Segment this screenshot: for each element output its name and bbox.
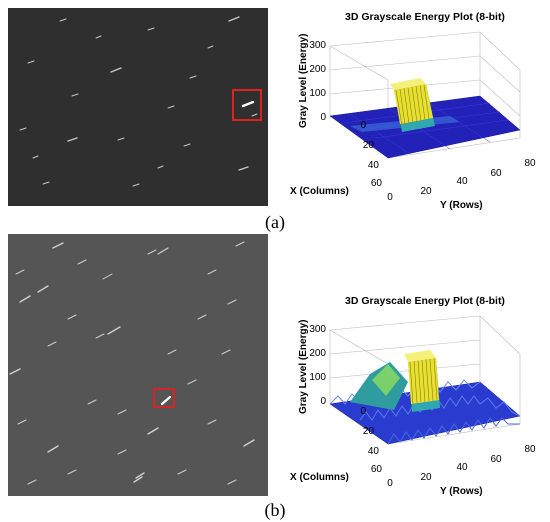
figure-panel-b: 3D Grayscale Energy Plot (8-bit)	[0, 228, 550, 522]
svg-text:100: 100	[309, 372, 326, 383]
energy-plot-b: 3D Grayscale Energy Plot (8-bit)	[290, 292, 545, 497]
plot-title: 3D Grayscale Energy Plot (8-bit)	[345, 295, 505, 307]
highlight-box-a	[232, 89, 262, 121]
svg-text:300: 300	[309, 40, 326, 51]
svg-text:40: 40	[456, 176, 468, 187]
svg-text:60: 60	[490, 168, 502, 179]
energy-plot-a: 3D Grayscale Energy Plot (8-bit)	[290, 8, 545, 211]
svg-text:20: 20	[420, 186, 432, 197]
svg-text:20: 20	[363, 140, 375, 151]
svg-text:0: 0	[387, 478, 393, 489]
caption-b: (b)	[264, 500, 286, 520]
svg-text:60: 60	[371, 464, 383, 475]
svg-text:20: 20	[420, 472, 432, 483]
x-axis-label: X (Columns)	[290, 472, 349, 483]
star-image-b	[8, 234, 268, 496]
svg-text:60: 60	[371, 178, 383, 189]
y-axis-label: Y (Rows)	[440, 200, 483, 211]
svg-text:300: 300	[309, 324, 326, 335]
svg-text:0: 0	[387, 192, 393, 203]
x-axis-label: X (Columns)	[290, 186, 349, 197]
z-axis-label: Gray Level (Energy)	[298, 34, 309, 128]
svg-text:0: 0	[360, 406, 366, 417]
svg-text:20: 20	[363, 426, 375, 437]
y-axis-label: Y (Rows)	[440, 486, 483, 497]
svg-text:40: 40	[368, 160, 380, 171]
highlight-box-b	[153, 388, 175, 408]
svg-text:0: 0	[320, 112, 326, 123]
svg-text:100: 100	[309, 88, 326, 99]
svg-text:80: 80	[524, 444, 536, 455]
figure-panel-a: 3D Grayscale Energy Plot (8-bit)	[0, 0, 550, 240]
svg-text:0: 0	[320, 396, 326, 407]
z-axis-label: Gray Level (Energy)	[298, 320, 309, 414]
svg-text:40: 40	[368, 446, 380, 457]
svg-text:80: 80	[524, 158, 536, 169]
svg-text:0: 0	[360, 120, 366, 131]
svg-text:200: 200	[309, 348, 326, 359]
svg-text:60: 60	[490, 454, 502, 465]
star-image-a	[8, 8, 268, 206]
svg-text:40: 40	[456, 462, 468, 473]
svg-text:200: 200	[309, 64, 326, 75]
caption-a: (a)	[265, 212, 285, 232]
plot-title: 3D Grayscale Energy Plot (8-bit)	[345, 11, 505, 23]
